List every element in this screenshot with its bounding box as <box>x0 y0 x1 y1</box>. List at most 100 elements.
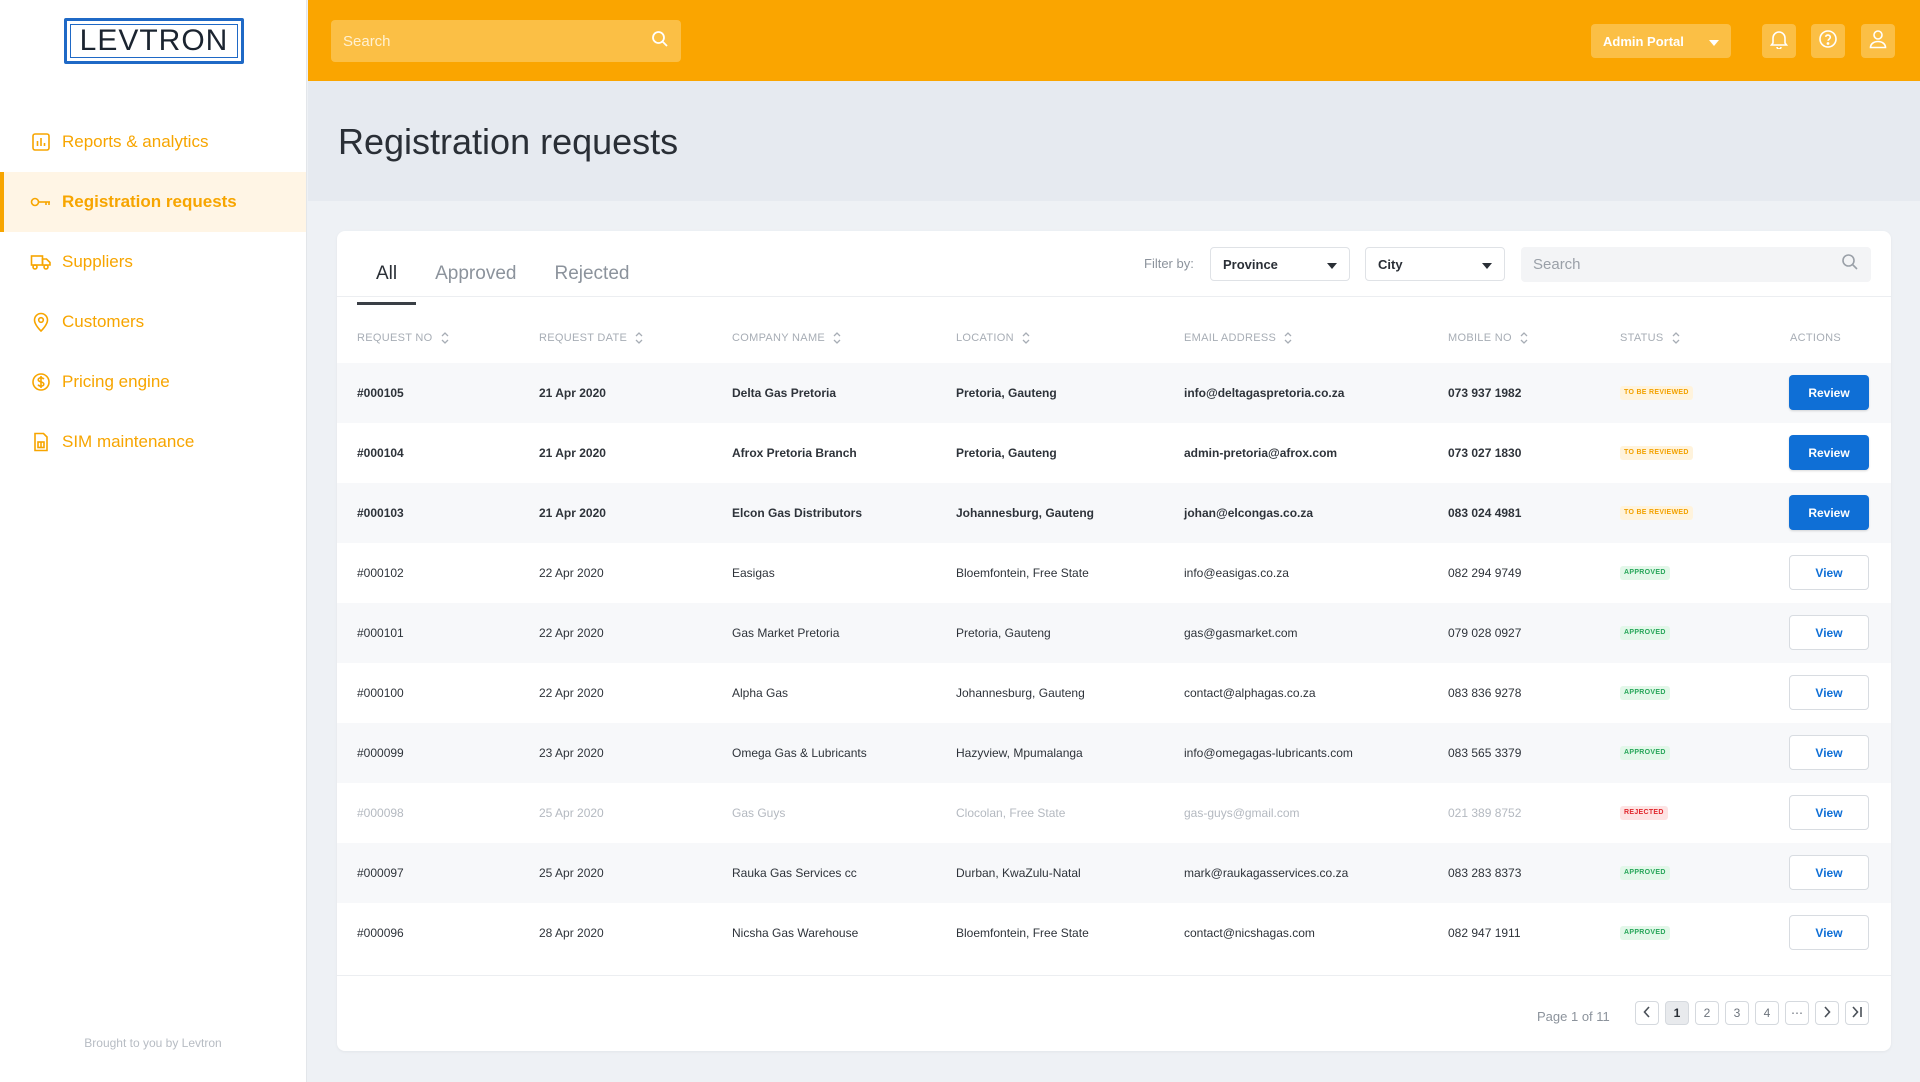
column-header-location[interactable]: LOCATION <box>956 313 1030 363</box>
company-name: Nicsha Gas Warehouse <box>732 926 859 940</box>
caret-down-icon <box>1327 257 1337 272</box>
page-button-4[interactable]: 4 <box>1755 1001 1779 1025</box>
column-label: LOCATION <box>956 332 1014 344</box>
view-button[interactable]: View <box>1789 555 1869 590</box>
last-page-icon <box>1851 1005 1863 1021</box>
page-info: Page 1 of 11 <box>1537 1009 1610 1024</box>
key-icon <box>30 191 52 213</box>
status-badge: TO BE REVIEWED <box>1620 506 1693 520</box>
table-bottom-divider <box>337 975 1891 976</box>
mobile-no: 083 283 8373 <box>1448 866 1522 880</box>
city-select[interactable]: City <box>1365 247 1505 281</box>
status-badge: TO BE REVIEWED <box>1620 386 1693 400</box>
pagination: 1 2 3 4 ⋯ <box>1635 1001 1869 1025</box>
view-button[interactable]: View <box>1789 615 1869 650</box>
column-header-status[interactable]: STATUS <box>1620 313 1680 363</box>
column-label: REQUEST DATE <box>539 332 628 344</box>
request-no: #000105 <box>357 386 404 400</box>
column-header-request-no[interactable]: REQUEST NO <box>357 313 449 363</box>
sort-icon <box>1520 331 1528 345</box>
column-header-mobile-no[interactable]: MOBILE NO <box>1448 313 1528 363</box>
view-button[interactable]: View <box>1789 675 1869 710</box>
location: Durban, KwaZulu-Natal <box>956 866 1081 880</box>
email-address: contact@nicshagas.com <box>1184 926 1315 940</box>
sidebar-item-pricing-engine[interactable]: Pricing engine <box>0 352 306 412</box>
tab-approved[interactable]: Approved <box>435 263 517 284</box>
portal-select-label: Admin Portal <box>1603 33 1684 49</box>
email-address: gas@gasmarket.com <box>1184 626 1298 640</box>
levtron-logo[interactable]: LEVTRON <box>64 18 244 64</box>
more-pages-button[interactable]: ⋯ <box>1785 1001 1809 1025</box>
view-button[interactable]: View <box>1789 915 1869 950</box>
status-badge: TO BE REVIEWED <box>1620 446 1693 460</box>
tabs-divider <box>337 296 1891 297</box>
city-select-value: City <box>1378 256 1403 272</box>
portal-select[interactable]: Admin Portal <box>1591 24 1731 58</box>
email-address: contact@alphagas.co.za <box>1184 686 1316 700</box>
help-button[interactable] <box>1811 24 1845 58</box>
request-no: #000099 <box>357 746 404 760</box>
search-icon[interactable] <box>651 30 669 53</box>
column-header-request-date[interactable]: REQUEST DATE <box>539 313 643 363</box>
location: Pretoria, Gauteng <box>956 626 1051 640</box>
table-row: #000100 22 Apr 2020 Alpha Gas Johannesbu… <box>337 663 1891 723</box>
location: Pretoria, Gauteng <box>956 386 1057 400</box>
table-search-box <box>1521 247 1871 282</box>
company-name: Easigas <box>732 566 775 580</box>
status-badge: APPROVED <box>1620 926 1670 940</box>
mobile-no: 021 389 8752 <box>1448 806 1522 820</box>
request-date: 23 Apr 2020 <box>539 746 604 760</box>
sidebar-item-registration-requests[interactable]: Registration requests <box>0 172 306 232</box>
table-search-input[interactable] <box>1533 256 1841 273</box>
sidebar-item-customers[interactable]: Customers <box>0 292 306 352</box>
province-select[interactable]: Province <box>1210 247 1350 281</box>
page-button-2[interactable]: 2 <box>1695 1001 1719 1025</box>
profile-button[interactable] <box>1861 24 1895 58</box>
column-label: COMPANY NAME <box>732 332 826 344</box>
sidebar: LEVTRON Reports & analytics Registration… <box>0 0 307 1082</box>
location: Hazyview, Mpumalanga <box>956 746 1083 760</box>
view-button[interactable]: View <box>1789 855 1869 890</box>
review-button[interactable]: Review <box>1789 435 1869 470</box>
sidebar-item-label: Reports & analytics <box>62 132 209 151</box>
review-button[interactable]: Review <box>1789 375 1869 410</box>
review-button[interactable]: Review <box>1789 495 1869 530</box>
sort-icon <box>441 331 449 345</box>
top-search-input[interactable] <box>343 32 651 50</box>
page-button-1[interactable]: 1 <box>1665 1001 1689 1025</box>
email-address: admin-pretoria@afrox.com <box>1184 446 1338 460</box>
sort-icon <box>635 331 643 345</box>
next-page-button[interactable] <box>1815 1001 1839 1025</box>
tab-rejected[interactable]: Rejected <box>554 263 630 284</box>
view-button[interactable]: View <box>1789 735 1869 770</box>
search-icon[interactable] <box>1841 253 1859 276</box>
page-button-3[interactable]: 3 <box>1725 1001 1749 1025</box>
status-badge: APPROVED <box>1620 746 1670 760</box>
bell-icon <box>1769 29 1789 54</box>
caret-down-icon <box>1482 257 1492 272</box>
column-label: EMAIL ADDRESS <box>1184 332 1277 344</box>
sidebar-item-reports[interactable]: Reports & analytics <box>0 112 306 172</box>
prev-page-button[interactable] <box>1635 1001 1659 1025</box>
column-header-email-address[interactable]: EMAIL ADDRESS <box>1184 313 1292 363</box>
company-name: Gas Guys <box>732 806 786 820</box>
view-button[interactable]: View <box>1789 795 1869 830</box>
sidebar-item-label: Customers <box>62 312 145 331</box>
company-name: Afrox Pretoria Branch <box>732 446 857 460</box>
sidebar-item-suppliers[interactable]: Suppliers <box>0 232 306 292</box>
tab-all[interactable]: All <box>357 253 417 305</box>
status-badge: REJECTED <box>1620 806 1668 820</box>
request-date: 22 Apr 2020 <box>539 626 604 640</box>
sidebar-item-sim-maintenance[interactable]: SIM maintenance <box>0 412 306 472</box>
notifications-button[interactable] <box>1762 24 1796 58</box>
request-no: #000098 <box>357 806 404 820</box>
location: Pretoria, Gauteng <box>956 446 1057 460</box>
last-page-button[interactable] <box>1845 1001 1869 1025</box>
page-header: Registration requests <box>308 81 1920 201</box>
status-badge: APPROVED <box>1620 866 1670 880</box>
status-badge: APPROVED <box>1620 686 1670 700</box>
column-label: MOBILE NO <box>1448 332 1512 344</box>
column-header-company-name[interactable]: COMPANY NAME <box>732 313 841 363</box>
mobile-no: 073 027 1830 <box>1448 446 1522 460</box>
table-row: #000105 21 Apr 2020 Delta Gas Pretoria P… <box>337 363 1891 423</box>
